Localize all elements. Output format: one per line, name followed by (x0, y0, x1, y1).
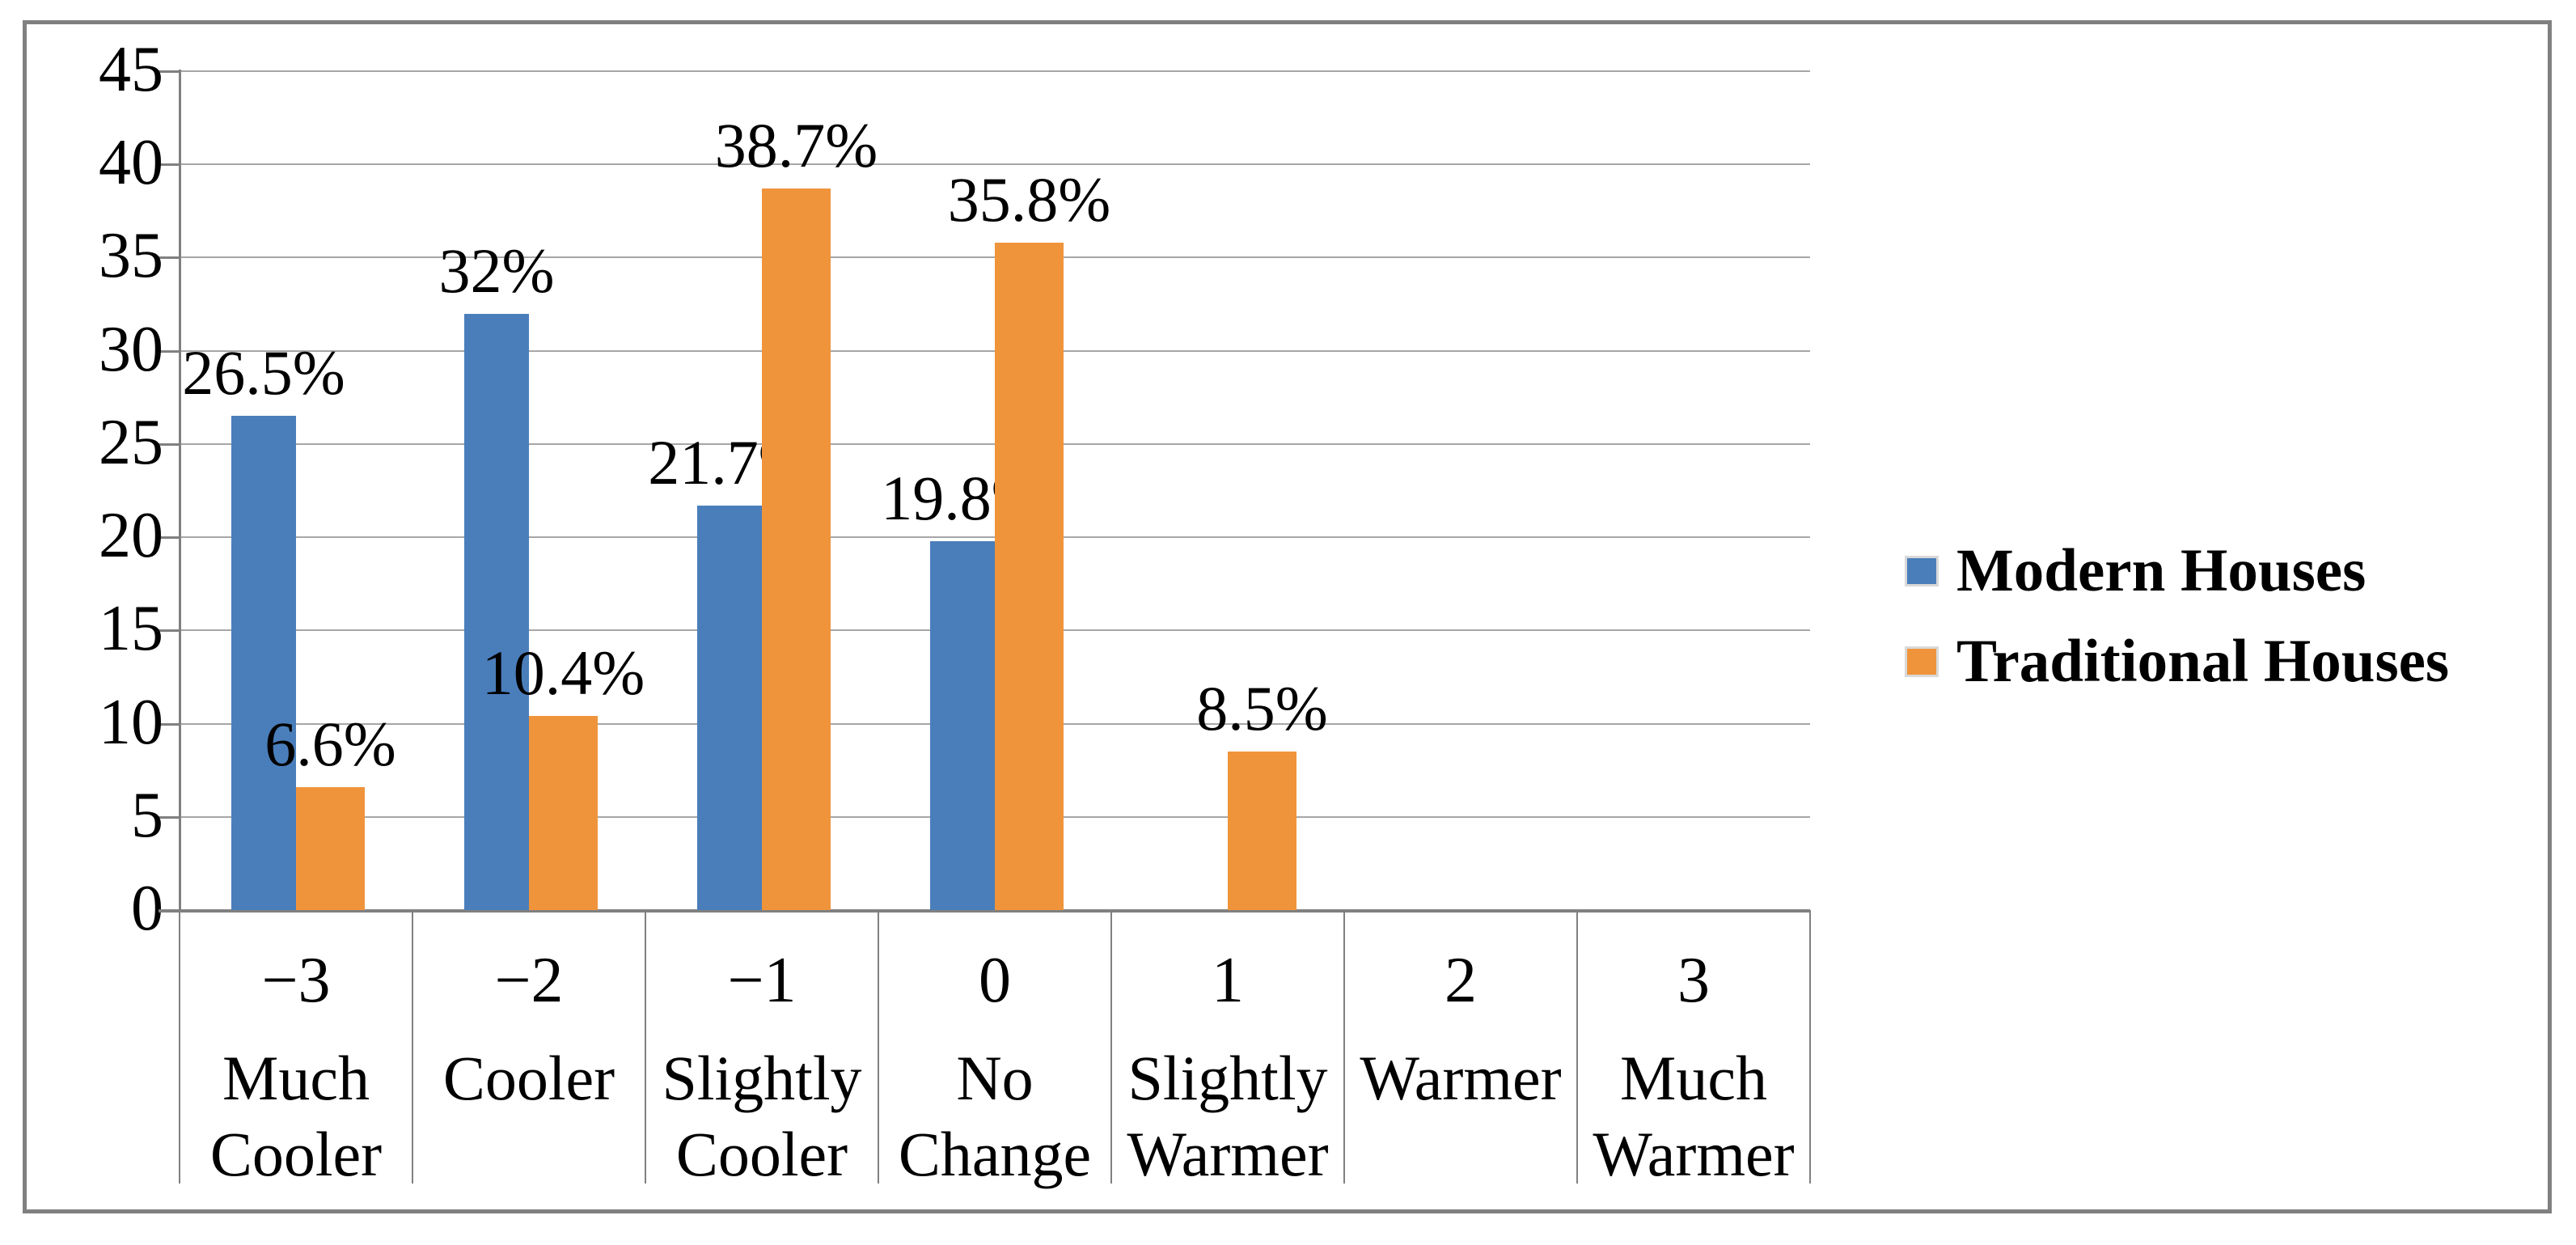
x-label-plus3-line2: Warmer (1593, 1119, 1795, 1189)
x-label-minus1-line2: Cooler (675, 1119, 848, 1189)
data-label-traditional-minus1: 38.7% (714, 110, 878, 181)
y-tick-label-40: 40 (99, 127, 163, 199)
category-separator-5 (1343, 910, 1345, 1184)
y-tickmark-10 (159, 722, 180, 726)
y-tick-label-35: 35 (99, 220, 163, 292)
x-tick-zero: 0 (979, 945, 1011, 1016)
x-tick-plus1: 1 (1212, 945, 1244, 1016)
x-label-zero-line1: No (956, 1043, 1034, 1113)
data-label-traditional-minus3: 6.6% (264, 708, 396, 779)
bar-modern-minus3 (231, 416, 296, 910)
y-tickmark-15 (159, 629, 180, 633)
bar-modern-minus1 (697, 505, 762, 910)
x-label-minus2-line1: Cooler (442, 1043, 615, 1113)
legend-item-traditional-houses: Traditional Houses (1905, 628, 2449, 695)
x-label-minus1-line1: Slightly (662, 1043, 862, 1113)
y-tick-label-30: 30 (99, 313, 163, 385)
data-label-modern-minus3: 26.5% (182, 337, 345, 409)
x-label-plus1-line2: Warmer (1127, 1119, 1329, 1189)
x-label-plus2-line1: Warmer (1360, 1043, 1562, 1113)
x-tick-minus2: −2 (494, 945, 564, 1016)
legend-label-modern-houses: Modern Houses (1956, 537, 2367, 604)
y-tickmark-35 (159, 256, 180, 260)
y-tickmark-45 (159, 70, 180, 73)
legend-swatch-traditional-houses (1905, 646, 1939, 677)
y-tickmark-5 (159, 815, 180, 819)
x-label-plus1-line1: Slightly (1127, 1043, 1328, 1113)
legend-item-modern-houses: Modern Houses (1905, 537, 2366, 604)
category-separator-0 (179, 910, 180, 1184)
x-label-zero-line2: Change (898, 1119, 1092, 1189)
x-tick-minus3: −3 (261, 945, 331, 1016)
data-label-traditional-minus2: 10.4% (481, 637, 645, 709)
x-label-plus3-line1: Much (1620, 1043, 1767, 1113)
bar-traditional-minus3 (296, 786, 365, 910)
category-separator-1 (412, 910, 413, 1184)
y-tick-label-25: 25 (99, 406, 163, 478)
y-tick-label-0: 0 (131, 873, 163, 944)
bar-modern-zero (930, 540, 995, 910)
bar-traditional-minus1 (762, 188, 831, 910)
x-tick-minus1: −1 (727, 945, 797, 1016)
y-tick-label-10: 10 (99, 686, 163, 758)
y-tickmark-40 (159, 163, 180, 167)
data-label-traditional-zero: 35.8% (947, 164, 1111, 235)
y-tickmark-25 (159, 443, 180, 446)
data-label-traditional-plus1: 8.5% (1196, 673, 1328, 744)
gridline-45 (180, 70, 1810, 72)
y-tick-label-15: 15 (99, 593, 163, 665)
chart-border (23, 20, 2552, 1213)
bar-modern-minus2 (464, 313, 529, 910)
category-separator-6 (1576, 910, 1578, 1184)
y-tickmark-20 (159, 536, 180, 540)
y-tickmark-30 (159, 349, 180, 353)
category-separator-7 (1809, 910, 1811, 1184)
x-axis-line (159, 909, 1810, 913)
y-tick-label-20: 20 (99, 500, 163, 572)
legend-swatch-modern-houses (1905, 556, 1939, 587)
category-separator-3 (878, 910, 879, 1184)
x-label-minus3-line2: Cooler (209, 1119, 383, 1189)
legend-label-traditional-houses: Traditional Houses (1956, 628, 2450, 695)
bar-traditional-plus1 (1228, 752, 1296, 910)
y-axis-line (179, 70, 181, 910)
data-label-modern-minus2: 32% (438, 235, 555, 306)
x-tick-plus3: 3 (1677, 945, 1710, 1016)
category-separator-2 (645, 910, 646, 1184)
x-label-minus3-line1: Much (222, 1043, 370, 1113)
bar-traditional-minus2 (529, 716, 598, 910)
x-tick-plus2: 2 (1445, 945, 1477, 1016)
y-tick-label-45: 45 (99, 34, 163, 105)
gridline-40 (180, 163, 1810, 166)
category-separator-4 (1110, 910, 1112, 1184)
y-tick-label-5: 5 (131, 779, 163, 851)
bar-traditional-zero (995, 243, 1064, 910)
